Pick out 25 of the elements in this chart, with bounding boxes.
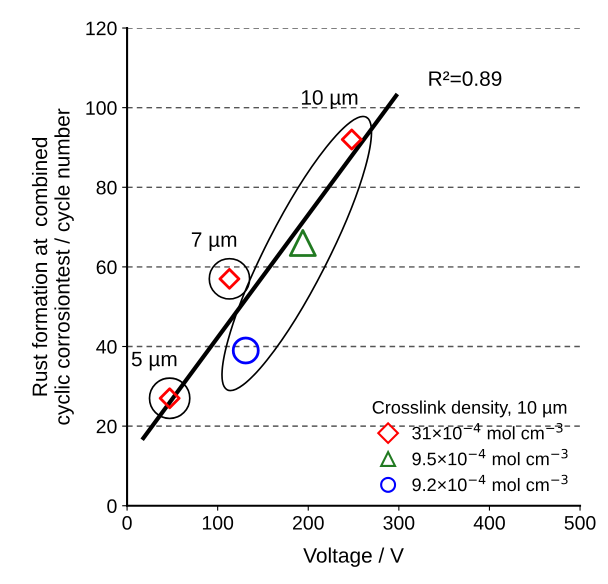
point <box>232 336 260 364</box>
legend-label: 31×10$^{−4}$ mol cm$^{−3}$ <box>412 423 563 440</box>
y-tick-label: 0 <box>107 499 117 513</box>
y-tick-label: 80 <box>96 180 117 195</box>
y-tick-label: 120 <box>86 22 117 36</box>
annotation: 7 µm <box>192 232 236 252</box>
x-tick-label: 500 <box>564 516 596 530</box>
y-tick-label: 20 <box>96 420 117 434</box>
y-tick-label: 100 <box>86 101 117 115</box>
y-tick-label: 60 <box>96 260 117 274</box>
point <box>288 229 317 257</box>
y-tick-label: 40 <box>96 340 117 354</box>
x-axis-title: Voltage / V <box>303 547 404 567</box>
legend-label: 9.2×10$^{−4}$ mol cm$^{−3}$ <box>412 474 568 492</box>
x-tick-label: 100 <box>202 516 234 530</box>
x-tick-label: 300 <box>383 516 414 530</box>
annotation: 10 µm <box>302 90 358 109</box>
x-tick-label: 0 <box>122 516 132 530</box>
legend-title: Crosslink density, 10 µm <box>372 400 566 418</box>
annotation: 5 µm <box>132 352 176 370</box>
legend-label: 9.5×10$^{−4}$ mol cm$^{−3}$ <box>412 448 568 466</box>
x-tick-label: 400 <box>474 516 505 530</box>
x-tick-label: 200 <box>293 516 324 530</box>
y-axis-title: Rust formation at combined cyclic corrosiontest / cycle number <box>32 108 74 425</box>
annotation: R²=0.89 <box>429 71 502 86</box>
